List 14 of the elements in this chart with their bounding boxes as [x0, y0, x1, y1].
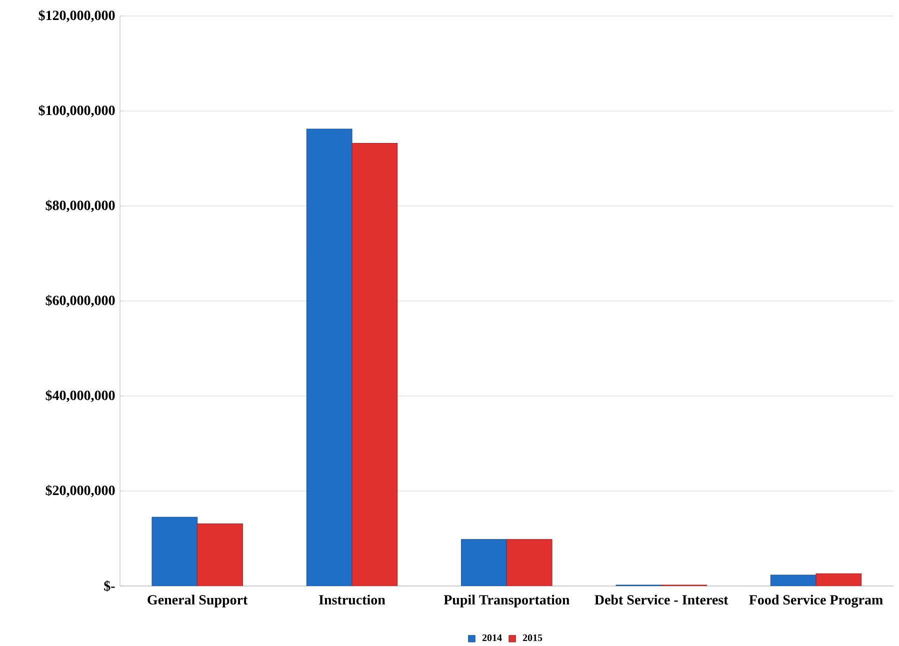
x-tick-label: Food Service Program — [749, 594, 883, 608]
y-tick-label: $20,000,000 — [46, 484, 115, 498]
y-tick-label: $80,000,000 — [46, 200, 115, 212]
y-tick-label: $120,000,000 — [38, 10, 115, 22]
x-tick-label: Pupil Transportation — [444, 594, 570, 608]
y-tick-label: $100,000,000 — [38, 104, 115, 118]
y-tick-label: $40,000,000 — [46, 390, 115, 402]
x-tick-label: Debt Service - Interest — [594, 594, 728, 605]
y-tick-label: $60,000,000 — [46, 294, 115, 308]
y-tick-label: $- — [104, 580, 115, 592]
legend-label: 2014 — [482, 634, 502, 642]
x-tick-label: General Support — [148, 594, 248, 608]
legend-label: 2015 — [522, 634, 542, 642]
x-tick-label: Instruction — [319, 594, 386, 605]
